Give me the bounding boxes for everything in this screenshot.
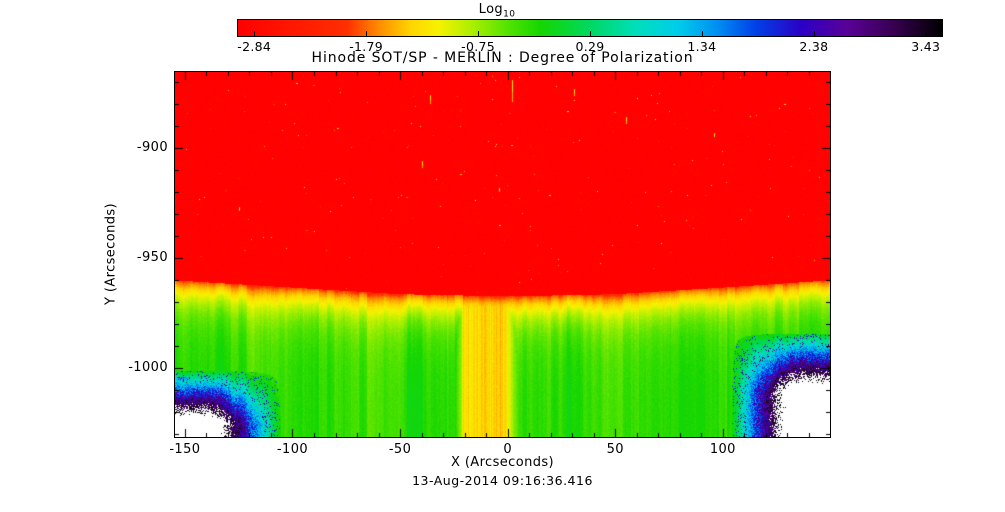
y-tick-label: -950 bbox=[136, 249, 168, 265]
colorbar-tick-mark bbox=[254, 31, 256, 36]
timestamp: 13-Aug-2014 09:16:36.416 bbox=[412, 473, 593, 488]
x-tick-label: 100 bbox=[709, 442, 736, 457]
colorbar-title-subscript: 10 bbox=[503, 9, 516, 20]
colorbar-tick-mark bbox=[925, 31, 927, 36]
colorbar-title-text: Log bbox=[478, 2, 504, 17]
colorbar-tick-label: -1.79 bbox=[349, 39, 384, 54]
colorbar-tick-label: 3.43 bbox=[911, 39, 941, 54]
colorbar-tick-mark bbox=[590, 31, 591, 36]
y-tick-label: -1000 bbox=[128, 359, 168, 375]
heatmap-canvas bbox=[175, 72, 830, 437]
x-tick-label: 50 bbox=[606, 442, 624, 457]
colorbar-title: Log10 bbox=[447, 2, 547, 20]
colorbar-tick-label: -2.84 bbox=[237, 39, 272, 54]
x-tick-label: -150 bbox=[169, 442, 201, 457]
x-tick-label: -100 bbox=[276, 442, 309, 457]
x-axis-label: X (Arcseconds) bbox=[450, 455, 555, 470]
colorbar-tick-label: 1.34 bbox=[687, 39, 717, 54]
colorbar-tick-mark bbox=[813, 31, 815, 36]
x-tick-label: -50 bbox=[388, 442, 412, 457]
y-tick-label: -900 bbox=[136, 139, 168, 155]
plot-frame bbox=[174, 71, 831, 438]
colorbar-tick-mark bbox=[701, 31, 703, 36]
plot-title: Hinode SOT/SP - MERLIN : Degree of Polar… bbox=[311, 50, 694, 66]
colorbar-tick-label: 2.38 bbox=[799, 39, 829, 54]
colorbar-tick-label: -0.75 bbox=[461, 39, 495, 54]
x-tick-label: 0 bbox=[503, 442, 512, 457]
colorbar-tick-label: 0.29 bbox=[575, 39, 605, 54]
colorbar-gradient bbox=[237, 19, 943, 37]
colorbar-tick-mark bbox=[478, 31, 480, 36]
colorbar-tick-mark bbox=[366, 31, 368, 36]
